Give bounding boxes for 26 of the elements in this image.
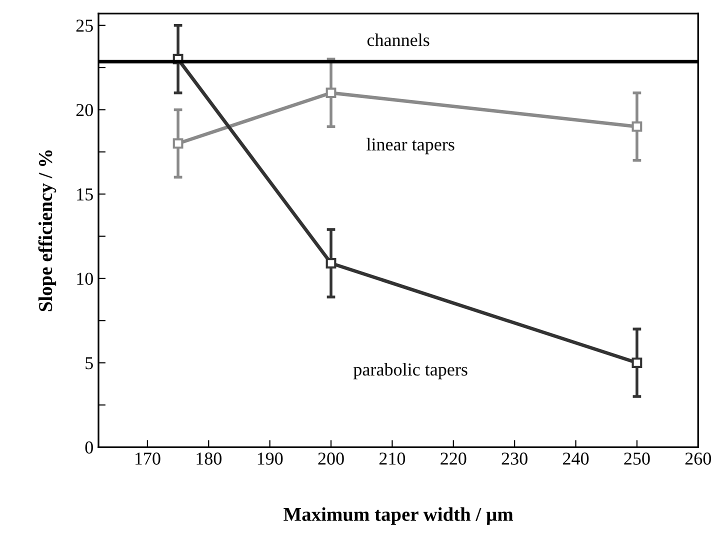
y-tick-label: 25 — [76, 20, 93, 32]
y-tick-label: 15 — [77, 188, 93, 201]
x-tick-label: 260 — [685, 452, 711, 465]
x-tick-label: 200 — [318, 452, 344, 465]
point — [326, 258, 336, 268]
x-tick-label: 220 — [440, 452, 466, 465]
point — [632, 121, 642, 132]
point — [172, 138, 184, 149]
x-tick-label: 230 — [502, 452, 528, 465]
series-label: linear tapers — [366, 138, 454, 154]
y-axis-title: Slope efficiency / % — [38, 150, 56, 312]
point — [632, 358, 642, 368]
y-tick-label: 5 — [86, 357, 93, 370]
x-tick-label: 250 — [624, 452, 650, 465]
ref-line-label: channels — [367, 33, 430, 46]
x-axis-title: Maximum taper width / µm — [284, 507, 514, 525]
point — [326, 88, 336, 98]
x-tick-label: 210 — [379, 452, 406, 465]
y-tick-label: 10 — [77, 272, 93, 285]
y-tick-label: 20 — [76, 104, 93, 116]
x-tick-label: 240 — [563, 452, 589, 465]
x-tick-label: 190 — [258, 452, 283, 465]
x-tick-label: 170 — [136, 452, 160, 465]
y-tick-label: 0 — [85, 441, 93, 454]
text: parabolic tapers — [353, 362, 468, 380]
x-tick-label: 180 — [196, 452, 222, 465]
